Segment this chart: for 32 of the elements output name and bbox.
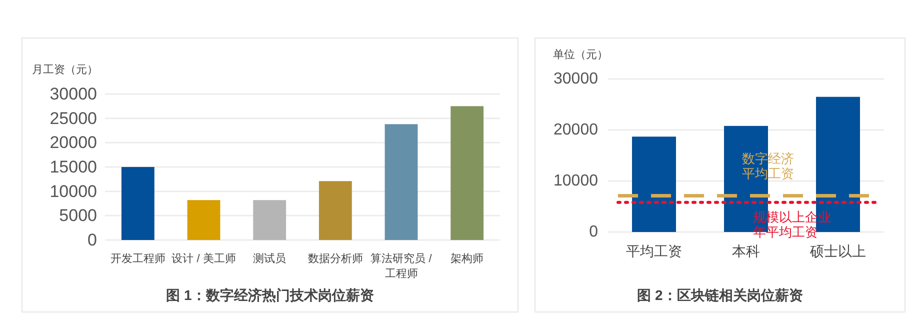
x-tick-label: 数据分析师 [308,253,363,265]
x-tick-label: 开发工程师 [110,253,166,265]
y-tick-label: 5000 [59,206,97,226]
bar [253,200,286,240]
y-tick-label: 20000 [50,133,97,152]
x-tick-label: 算法研究员 / 工程师 [370,252,433,280]
bar [187,200,220,240]
y-axis-title: 月工资（元） [32,64,98,76]
x-tick-label: 设计 / 美工师 [172,252,236,265]
text: 图 1：数字经济热门技术岗位薪资 [166,287,374,303]
y-tick-label: 10000 [50,182,97,201]
ref-line-label: 数字经济平均工资 [742,150,794,181]
x-tick-label: 本科 [732,243,760,259]
x-tick-label: 测试员 [253,252,286,265]
bar [121,167,154,240]
text: 图 2：区块链相关岗位薪资 [637,287,803,303]
y-tick-label: 25000 [50,108,97,128]
y-tick-label: 30000 [50,84,97,104]
bar [450,106,484,240]
bar [318,181,352,240]
y-tick-label: 0 [589,224,598,240]
y-tick-label: 15000 [50,158,97,176]
x-tick-label: 架构师 [450,252,484,265]
y-tick-label: 20000 [554,122,598,138]
y-axis-title: 单位（元） [553,48,608,61]
y-tick-label: 30000 [554,70,598,88]
y-tick-label: 10000 [554,172,598,190]
x-tick-label: 平均工资 [626,243,682,259]
y-tick-label: 0 [88,230,97,250]
x-tick-label: 硕士以上 [809,243,866,259]
bar [384,124,418,240]
bar [632,136,676,232]
